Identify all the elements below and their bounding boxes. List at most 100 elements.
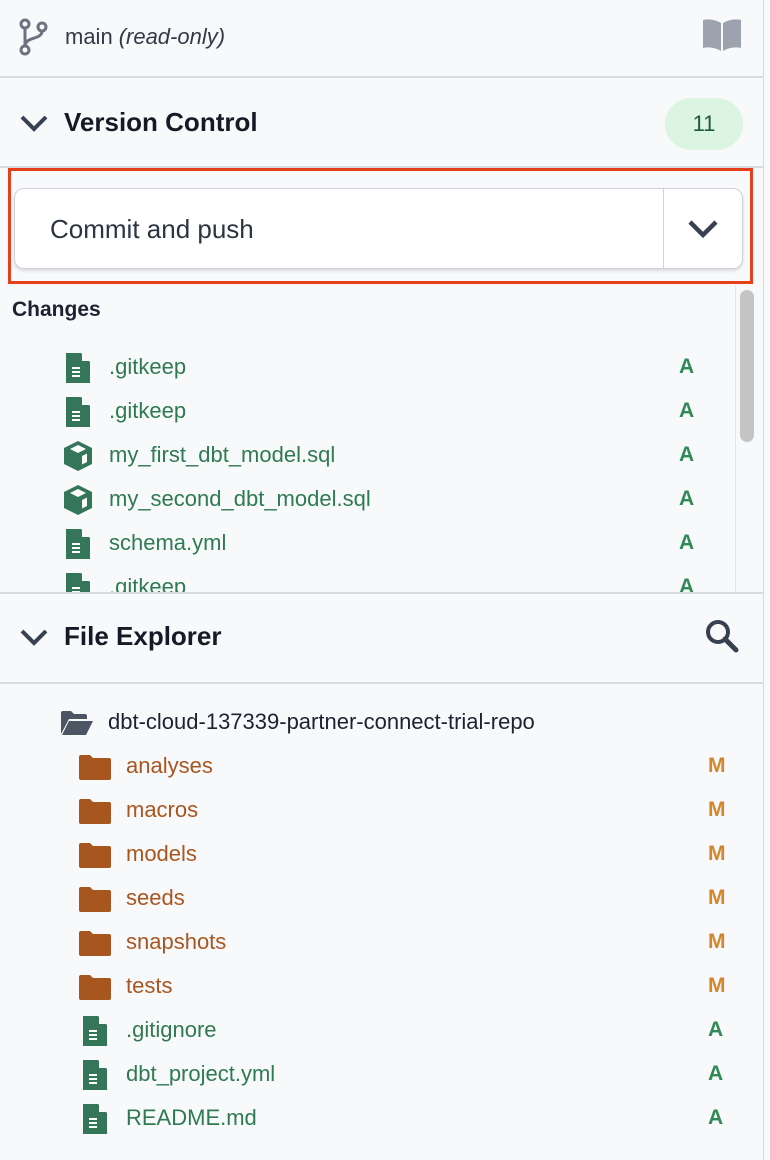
divider bbox=[0, 592, 764, 594]
tree-item-name: analyses bbox=[126, 753, 213, 778]
divider bbox=[0, 682, 764, 684]
tree-item-name: dbt_project.yml bbox=[126, 1061, 276, 1086]
tree-item-status: A bbox=[708, 1062, 724, 1085]
file-icon bbox=[83, 1060, 107, 1090]
tree-folder[interactable]: tests M bbox=[0, 964, 764, 1008]
tree-item-name: snapshots bbox=[126, 929, 227, 954]
tree-item-status: M bbox=[708, 930, 726, 953]
folder-icon bbox=[79, 931, 111, 956]
version-control-title: Version Control bbox=[64, 107, 258, 137]
tree-item-name: README.md bbox=[126, 1105, 257, 1130]
file-icon bbox=[66, 573, 90, 593]
branch-bar: main (read-only) bbox=[0, 0, 764, 77]
change-status: A bbox=[679, 443, 695, 466]
file-icon bbox=[66, 529, 90, 559]
file-icon bbox=[83, 1016, 107, 1051]
file-icon bbox=[83, 1104, 107, 1134]
tree-folder[interactable]: models M bbox=[0, 832, 764, 876]
changes-count-badge: 11 bbox=[665, 98, 743, 150]
change-status: A bbox=[679, 487, 695, 510]
file-icon bbox=[83, 1104, 107, 1139]
tree-item-name: macros bbox=[126, 797, 199, 822]
change-status: A bbox=[679, 399, 695, 422]
divider bbox=[0, 166, 764, 168]
model-cube-icon bbox=[64, 441, 92, 471]
change-item[interactable]: my_second_dbt_model.sql A bbox=[0, 477, 735, 521]
change-item[interactable]: .gitkeep A bbox=[0, 345, 735, 389]
change-item[interactable]: schema.yml A bbox=[0, 521, 735, 565]
changes-label: Changes bbox=[12, 298, 101, 321]
tree-folder[interactable]: seeds M bbox=[0, 876, 764, 920]
file-icon bbox=[66, 353, 90, 383]
version-control-header[interactable]: Version Control bbox=[0, 78, 764, 167]
model-cube-icon bbox=[62, 440, 94, 477]
tree-item-name: tests bbox=[126, 973, 173, 998]
folder-icon bbox=[79, 798, 111, 829]
tree-folder[interactable]: macros M bbox=[0, 788, 764, 832]
tree-item-status: M bbox=[708, 798, 726, 821]
tree-item-status: M bbox=[708, 886, 726, 909]
file-icon bbox=[83, 1016, 107, 1046]
folder-icon bbox=[79, 842, 111, 873]
root-folder-name: dbt-cloud-137339-partner-connect-trial-r… bbox=[108, 709, 535, 734]
tree-item-status: M bbox=[708, 974, 726, 997]
folder-icon bbox=[79, 930, 111, 961]
tree-item-status: M bbox=[708, 754, 726, 777]
folder-icon bbox=[79, 887, 111, 912]
tree-file[interactable]: .gitignore A bbox=[0, 1008, 764, 1052]
tree-folder[interactable]: analyses M bbox=[0, 744, 764, 788]
git-branch-icon bbox=[19, 18, 48, 56]
tree-root-folder[interactable]: dbt-cloud-137339-partner-connect-trial-r… bbox=[0, 700, 764, 744]
branch-mode: (read-only) bbox=[118, 24, 226, 49]
tree-file[interactable]: README.md A bbox=[0, 1096, 764, 1140]
folder-icon bbox=[79, 755, 111, 780]
book-icon[interactable] bbox=[702, 18, 742, 52]
search-icon[interactable] bbox=[704, 618, 740, 654]
file-icon bbox=[66, 397, 90, 432]
chevron-down-icon[interactable] bbox=[685, 211, 721, 247]
folder-icon bbox=[79, 886, 111, 917]
file-icon bbox=[66, 529, 90, 564]
commit-and-push-button[interactable]: Commit and push bbox=[14, 188, 743, 269]
commit-button-label: Commit and push bbox=[50, 214, 254, 244]
highlight-box bbox=[8, 168, 753, 284]
file-icon bbox=[66, 573, 90, 593]
divider bbox=[0, 76, 764, 78]
tree-item-name: .gitignore bbox=[126, 1017, 217, 1042]
folder-open-icon bbox=[61, 711, 93, 735]
scrollbar-track[interactable] bbox=[735, 285, 753, 593]
model-cube-icon bbox=[62, 484, 94, 521]
branch-name: main bbox=[65, 24, 113, 49]
change-item[interactable]: my_first_dbt_model.sql A bbox=[0, 433, 735, 477]
change-item[interactable]: .gitkeep A bbox=[0, 565, 735, 593]
change-status: A bbox=[679, 531, 695, 554]
model-cube-icon bbox=[64, 485, 92, 515]
tree-item-status: A bbox=[708, 1106, 724, 1129]
chevron-down-icon[interactable] bbox=[19, 628, 49, 648]
change-file-name: my_second_dbt_model.sql bbox=[109, 486, 371, 511]
change-item[interactable]: .gitkeep A bbox=[0, 389, 735, 433]
folder-icon bbox=[79, 799, 111, 824]
change-file-name: schema.yml bbox=[109, 530, 227, 555]
change-file-name: my_first_dbt_model.sql bbox=[109, 442, 336, 467]
branch-label: main (read-only) bbox=[65, 24, 225, 50]
tree-folder[interactable]: snapshots M bbox=[0, 920, 764, 964]
change-file-name: .gitkeep bbox=[109, 398, 187, 423]
file-icon bbox=[66, 353, 90, 388]
file-explorer-title: File Explorer bbox=[64, 621, 222, 651]
change-status: A bbox=[679, 355, 695, 378]
tree-file[interactable]: dbt_project.yml A bbox=[0, 1052, 764, 1096]
file-explorer-header[interactable]: File Explorer bbox=[0, 594, 764, 683]
change-file-name: .gitkeep bbox=[109, 354, 187, 379]
folder-icon bbox=[79, 754, 111, 785]
file-icon bbox=[83, 1060, 107, 1095]
folder-icon bbox=[79, 843, 111, 868]
folder-icon bbox=[79, 974, 111, 1005]
folder-icon bbox=[79, 975, 111, 1000]
file-icon bbox=[66, 397, 90, 427]
chevron-down-icon[interactable] bbox=[19, 114, 49, 134]
change-status: A bbox=[679, 575, 695, 593]
scrollbar-thumb[interactable] bbox=[740, 290, 754, 442]
button-divider bbox=[663, 189, 664, 268]
